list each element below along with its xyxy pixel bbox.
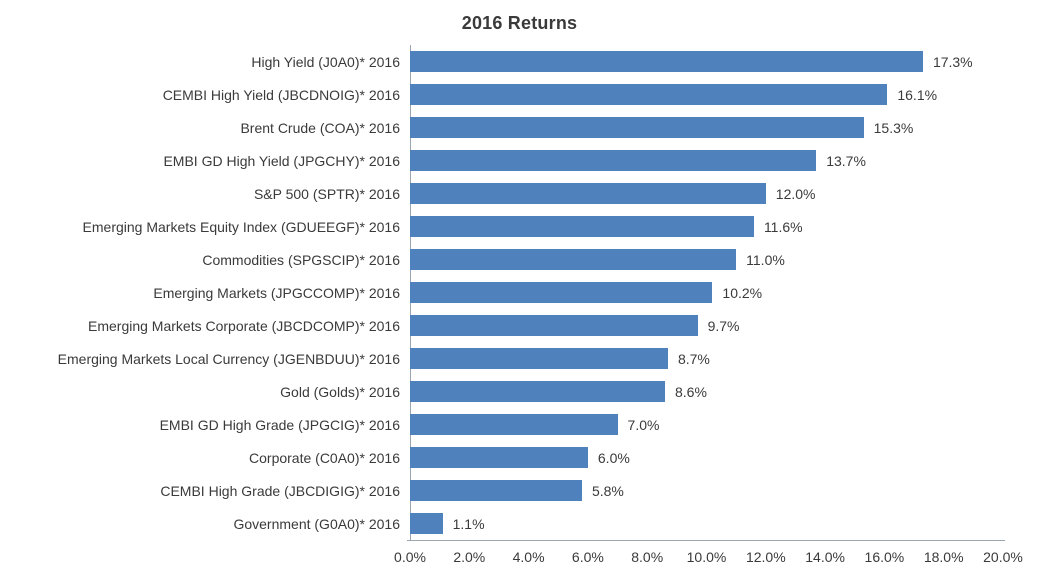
bar-row: EMBI GD High Grade (JPGCIG)* 2016 7.0% (0, 408, 1003, 441)
category-label: Emerging Markets Local Currency (JGENBDU… (57, 350, 400, 367)
bar (410, 183, 766, 204)
value-label: 11.6% (763, 218, 803, 235)
bar-track: 8.6% (410, 381, 1003, 402)
bar-row: Emerging Markets (JPGCCOMP)* 2016 10.2% (0, 276, 1003, 309)
bar-row: Gold (Golds)* 2016 8.6% (0, 375, 1003, 408)
category-label: Emerging Markets Corporate (JBCDCOMP)* 2… (88, 317, 400, 334)
bar-track: 11.6% (410, 216, 1003, 237)
category-label: S&P 500 (SPTR)* 2016 (253, 185, 400, 202)
value-label: 12.0% (775, 185, 816, 202)
bar-row: Government (G0A0)* 2016 1.1% (0, 507, 1003, 540)
value-label: 10.2% (722, 284, 763, 301)
x-axis-line (407, 540, 1005, 541)
bar-track: 11.0% (410, 249, 1003, 270)
bar-track: 7.0% (410, 414, 1003, 435)
category-label: Emerging Markets (JPGCCOMP)* 2016 (153, 284, 400, 301)
bar-row: Emerging Markets Corporate (JBCDCOMP)* 2… (0, 309, 1003, 342)
bar-row: CEMBI High Yield (JBCDNOIG)* 2016 16.1% (0, 78, 1003, 111)
value-label: 9.7% (707, 317, 740, 334)
category-label: Corporate (C0A0)* 2016 (249, 449, 400, 466)
bar (410, 249, 737, 270)
bar-track: 13.7% (410, 150, 1003, 171)
x-tick-label: 8.0% (631, 549, 664, 565)
bar-track: 5.8% (410, 480, 1003, 501)
bar (410, 381, 665, 402)
bar-track: 10.2% (410, 282, 1003, 303)
bar (410, 84, 888, 105)
category-label: EMBI GD High Grade (JPGCIG)* 2016 (159, 416, 400, 433)
bar-row: Commodities (SPGSCIP)* 2016 11.0% (0, 243, 1003, 276)
bar-row: Corporate (C0A0)* 2016 6.0% (0, 441, 1003, 474)
category-label: Gold (Golds)* 2016 (280, 383, 400, 400)
x-tick-label: 16.0% (864, 549, 905, 565)
x-tick-label: 0.0% (394, 549, 426, 565)
value-label: 1.1% (452, 515, 485, 532)
bar-row: High Yield (J0A0)* 2016 17.3% (0, 45, 1003, 78)
bar-track: 16.1% (410, 84, 1003, 105)
x-tick-label: 12.0% (745, 549, 786, 565)
x-tick-label: 4.0% (512, 549, 545, 565)
value-label: 6.0% (597, 449, 630, 466)
bar (410, 315, 698, 336)
category-label: High Yield (J0A0)* 2016 (251, 53, 400, 70)
category-label: Government (G0A0)* 2016 (233, 515, 400, 532)
bar-track: 15.3% (410, 117, 1003, 138)
value-label: 8.7% (677, 350, 710, 367)
bar-row: S&P 500 (SPTR)* 2016 12.0% (0, 177, 1003, 210)
category-label: CEMBI High Grade (JBCDIGIG)* 2016 (160, 482, 400, 499)
value-label: 11.0% (746, 251, 785, 268)
bar (410, 447, 588, 468)
bar-track: 8.7% (410, 348, 1003, 369)
category-label: EMBI GD High Yield (JPGCHY)* 2016 (163, 152, 400, 169)
x-tick-label: 14.0% (805, 549, 845, 565)
bar (410, 282, 713, 303)
x-tick-label: 10.0% (686, 549, 727, 565)
value-label: 15.3% (873, 119, 914, 136)
bar (410, 414, 618, 435)
category-label: CEMBI High Yield (JBCDNOIG)* 2016 (162, 86, 400, 103)
bar (410, 216, 754, 237)
x-tick-label: 18.0% (923, 549, 964, 565)
x-axis-ticks: 0.0% 2.0% 4.0% 6.0% 8.0% 10.0% 12.0% 14.0% 16.0%… (394, 549, 1023, 571)
value-label: 13.7% (826, 152, 866, 169)
value-label: 7.0% (627, 416, 660, 433)
bar-row: EMBI GD High Yield (JPGCHY)* 2016 13.7% (0, 144, 1003, 177)
bar-rows: High Yield (J0A0)* 2016 17.3% CEMBI High Y… (0, 45, 1003, 540)
bar-track: 17.3% (410, 51, 1003, 72)
value-label: 5.8% (591, 482, 624, 499)
value-label: 8.6% (674, 383, 707, 400)
value-label: 16.1% (897, 86, 938, 103)
bar-track: 12.0% (410, 183, 1003, 204)
chart-title: 2016 Returns (461, 13, 578, 33)
bar-row: Brent Crude (COA)* 2016 15.3% (0, 111, 1003, 144)
bar-track: 1.1% (410, 513, 1003, 534)
bar (410, 480, 582, 501)
category-label: Commodities (SPGSCIP)* 2016 (202, 251, 400, 268)
category-label: Emerging Markets Equity Index (GDUEEGF)*… (82, 218, 400, 235)
category-label: Brent Crude (COA)* 2016 (240, 119, 400, 136)
bar (410, 513, 443, 534)
bar (410, 150, 817, 171)
bar-track: 6.0% (410, 447, 1003, 468)
x-tick-label: 2.0% (453, 549, 486, 565)
value-label: 17.3% (932, 53, 973, 70)
bar-track: 9.7% (410, 315, 1003, 336)
bar (410, 348, 668, 369)
bar-row: CEMBI High Grade (JBCDIGIG)* 2016 5.8% (0, 474, 1003, 507)
x-tick-label: 20.0% (983, 549, 1023, 565)
bar-row: Emerging Markets Equity Index (GDUEEGF)*… (0, 210, 1003, 243)
bar (410, 117, 864, 138)
bar-row: Emerging Markets Local Currency (JGENBDU… (0, 342, 1003, 375)
bar (410, 51, 923, 72)
x-tick-label: 6.0% (571, 549, 604, 565)
